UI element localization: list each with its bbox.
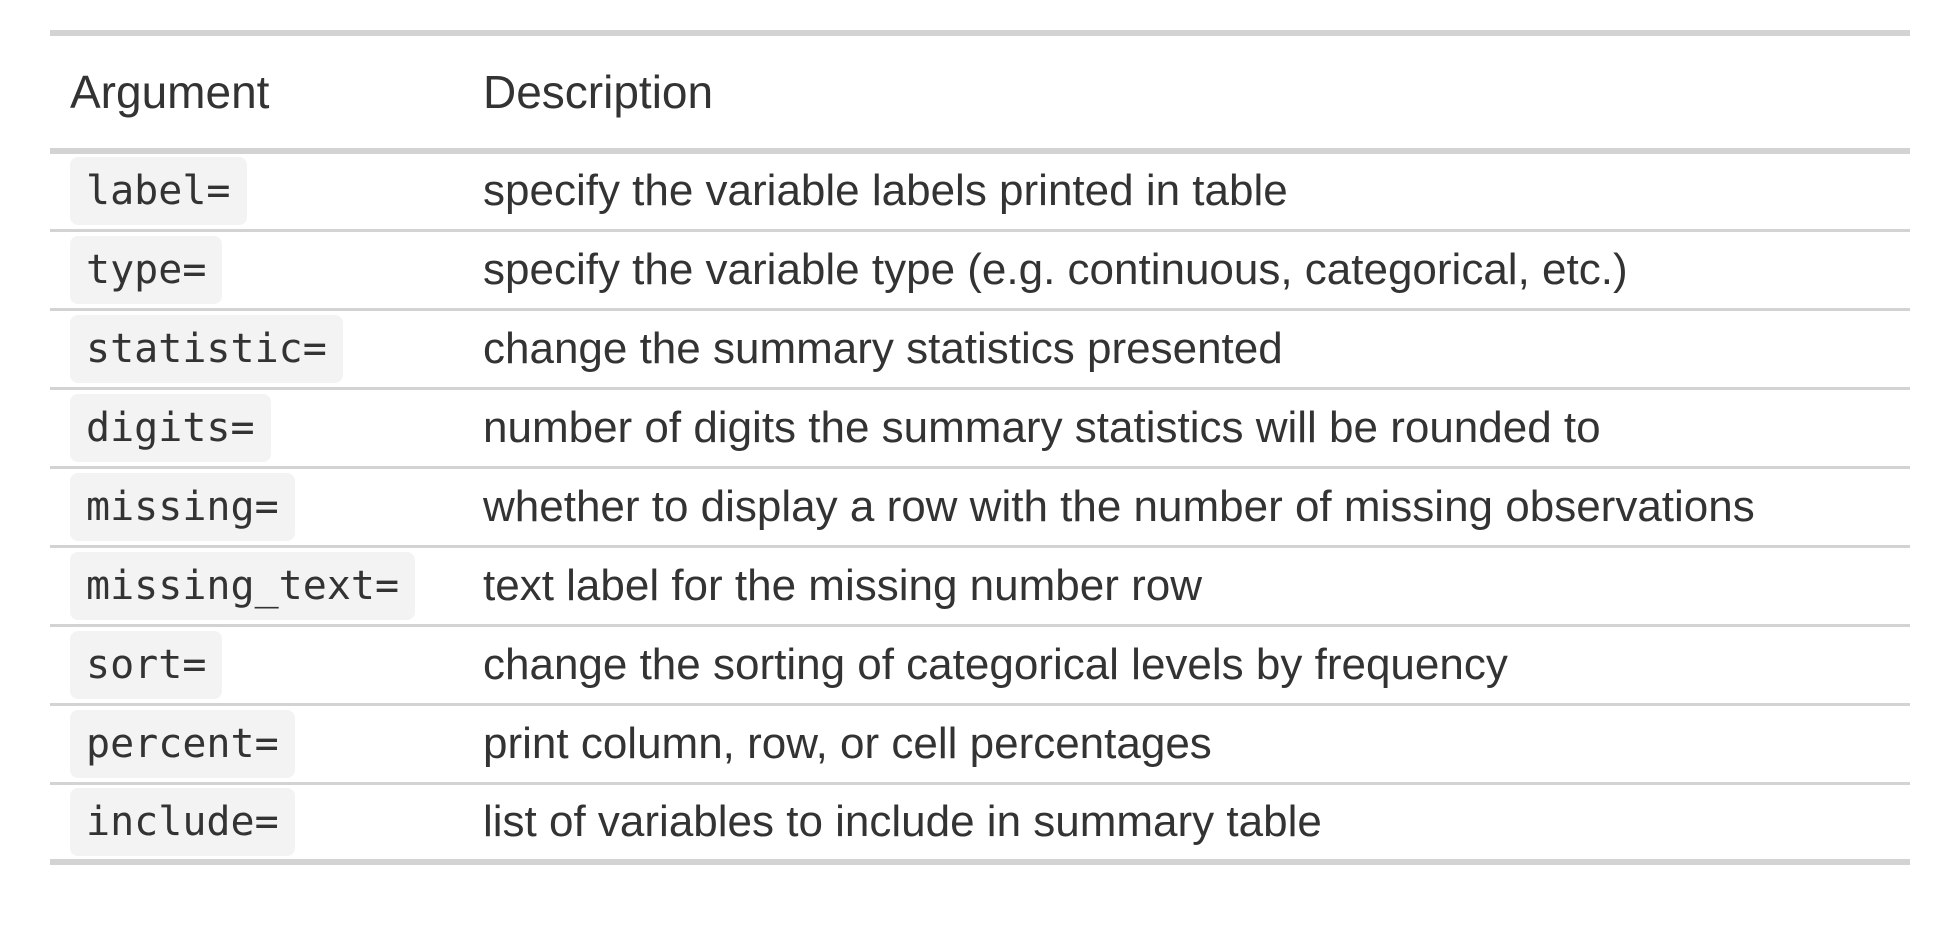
description-cell: change the sorting of categorical levels… [483,639,1508,689]
argument-code: type= [70,235,223,304]
description-cell: print column, row, or cell percentages [483,718,1212,768]
table-row: missing_text= text label for the missing… [50,546,1910,625]
argument-cell: type= [50,230,483,309]
description-cell: specify the variable type (e.g. continuo… [483,244,1628,294]
column-header-argument: Argument [70,66,270,118]
table-row: label= specify the variable labels print… [50,151,1910,230]
description-cell: change the summary statistics presented [483,323,1283,373]
argument-cell: label= [50,151,483,230]
argument-code: missing_text= [70,551,416,620]
arguments-table-container: Argument Description label= specify the … [50,30,1910,865]
argument-cell: sort= [50,625,483,704]
argument-code: sort= [70,630,223,699]
argument-code: include= [70,787,295,856]
description-cell: whether to display a row with the number… [483,481,1755,531]
table-row: percent= print column, row, or cell perc… [50,704,1910,783]
arguments-table: Argument Description label= specify the … [50,30,1910,865]
argument-cell: include= [50,783,483,862]
description-cell: specify the variable labels printed in t… [483,166,1288,216]
description-cell: number of digits the summary statistics … [483,402,1601,452]
argument-cell: statistic= [50,309,483,388]
argument-cell: percent= [50,704,483,783]
table-row: type= specify the variable type (e.g. co… [50,230,1910,309]
description-cell: text label for the missing number row [483,560,1202,610]
table-row: include= list of variables to include in… [50,783,1910,862]
header-row: Argument Description [50,33,1910,151]
table-row: sort= change the sorting of categorical … [50,625,1910,704]
column-header-description: Description [483,66,714,118]
description-cell: list of variables to include in summary … [483,796,1322,846]
table-row: statistic= change the summary statistics… [50,309,1910,388]
argument-cell: digits= [50,388,483,467]
table-row: digits= number of digits the summary sta… [50,388,1910,467]
argument-cell: missing= [50,467,483,546]
argument-code: label= [70,157,247,226]
argument-code: missing= [70,472,295,541]
argument-code: percent= [70,709,295,778]
table-row: missing= whether to display a row with t… [50,467,1910,546]
argument-code: digits= [70,393,271,462]
table-header: Argument Description [50,33,1910,151]
argument-cell: missing_text= [50,546,483,625]
table-body: label= specify the variable labels print… [50,151,1910,862]
argument-code: statistic= [70,314,343,383]
